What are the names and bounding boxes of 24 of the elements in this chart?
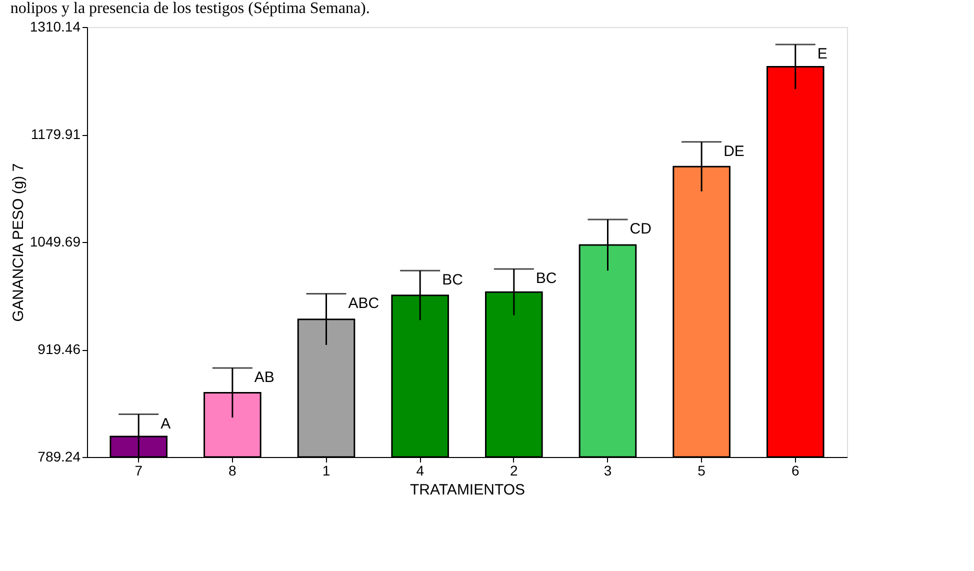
annotation: AB [254,369,274,386]
annotation: CD [630,220,652,238]
chart-title: nolipos y la presencia de los testigos (Séptima Semana). [10,0,370,17]
y-axis-title: GANANCIA PESO (g) 7 [10,163,27,322]
x-tick-label: 8 [228,462,237,478]
y-tick-label: 789.24 [38,448,81,464]
x-tick-label: 6 [791,462,800,478]
y-tick-label: 1310.14 [30,18,81,34]
y-tick-label: 919.46 [38,341,81,358]
x-axis-title: TRATAMIENTOS [410,482,526,498]
x-tick-label: 2 [510,462,518,478]
annotation: DE [724,142,744,160]
annotation: E [817,45,828,62]
x-tick-label: 3 [604,462,612,478]
x-tick-label: 4 [416,462,424,478]
x-tick-label: 7 [134,462,143,478]
annotation: A [160,415,171,432]
y-tick-label: 1179.91 [30,126,81,142]
annotation: BC [536,270,557,287]
y-tick-label: 1049.69 [30,234,81,250]
annotation: ABC [348,294,380,312]
x-tick-label: 5 [698,462,706,478]
annotation: BC [442,272,464,289]
x-tick-label: 1 [322,462,330,478]
